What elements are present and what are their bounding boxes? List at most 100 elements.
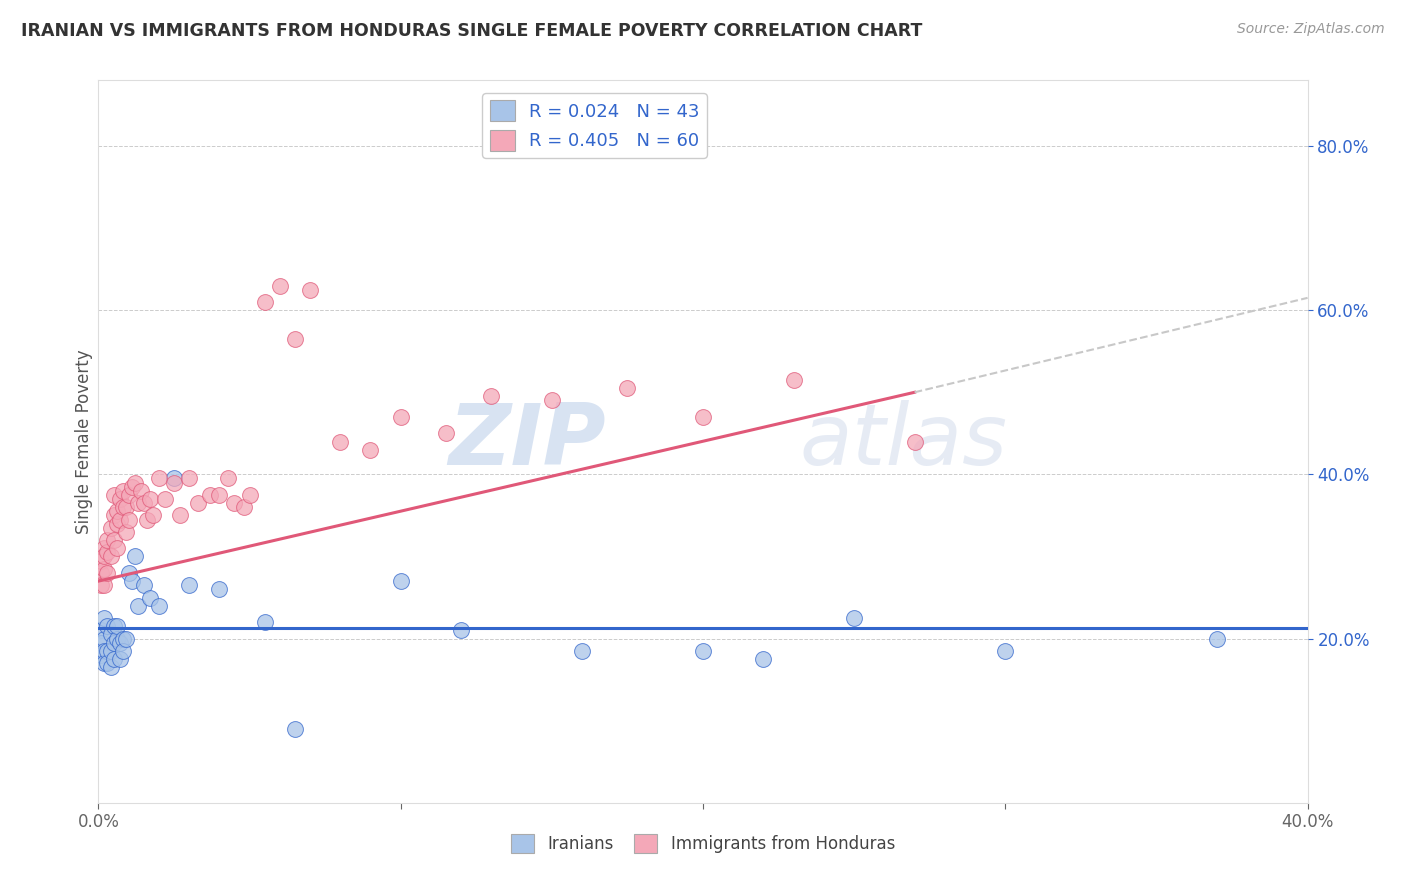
Point [121,480,143,494]
Point [105,516,128,531]
Point [389,574,412,588]
Point [90,636,112,650]
Point [96,533,118,547]
Point [139,491,162,506]
Text: IRANIAN VS IMMIGRANTS FROM HONDURAS SINGLE FEMALE POVERTY CORRELATION CHART: IRANIAN VS IMMIGRANTS FROM HONDURAS SING… [21,22,922,40]
Point [90,578,112,592]
Point [994,644,1017,658]
Point [96,644,118,658]
Point [90,648,112,662]
Y-axis label: Single Female Poverty: Single Female Poverty [75,350,93,533]
Point [329,434,352,449]
Point [118,488,141,502]
Point [208,582,231,597]
Point [118,566,141,580]
Point [105,619,128,633]
Point [108,636,131,650]
Point [114,632,136,646]
Point [844,611,866,625]
Point [90,624,112,638]
Point [217,471,239,485]
Point [100,660,122,674]
Point [127,496,149,510]
Point [121,574,143,588]
Point [253,615,276,630]
Point [179,578,201,592]
Point [169,508,191,523]
Point [904,434,927,449]
Point [103,636,125,650]
Point [96,545,118,559]
Point [148,599,170,613]
Point [253,295,276,310]
Point [127,599,149,613]
Point [129,483,152,498]
Point [103,619,125,633]
Point [200,488,222,502]
Point [179,471,201,485]
Point [132,496,155,510]
Point [692,644,714,658]
Point [105,504,128,518]
Point [100,627,122,641]
Point [124,475,146,490]
Point [284,722,307,736]
Point [111,500,134,515]
Point [163,475,186,490]
Point [108,512,131,526]
Point [616,381,638,395]
Point [93,562,115,576]
Point [93,632,115,646]
Point [96,619,118,633]
Point [93,644,115,658]
Point [481,389,503,403]
Point [90,566,112,580]
Point [103,533,125,547]
Point [100,644,122,658]
Text: Source: ZipAtlas.com: Source: ZipAtlas.com [1237,22,1385,37]
Point [103,508,125,523]
Point [118,512,141,526]
Point [103,652,125,666]
Point [108,652,131,666]
Point [389,409,412,424]
Point [153,491,176,506]
Point [148,471,170,485]
Point [111,644,134,658]
Point [108,491,131,506]
Point [105,632,128,646]
Point [269,278,291,293]
Point [132,578,155,592]
Point [208,488,231,502]
Point [100,549,122,564]
Point [692,409,714,424]
Point [163,471,186,485]
Point [360,442,382,457]
Point [114,524,136,539]
Point [142,508,165,523]
Point [135,512,157,526]
Text: atlas: atlas [800,400,1008,483]
Point [93,657,115,671]
Point [105,541,128,556]
Point [540,393,562,408]
Point [434,426,457,441]
Point [93,578,115,592]
Point [783,373,806,387]
Point [111,632,134,646]
Point [224,496,246,510]
Point [450,624,472,638]
Point [1206,632,1229,646]
Point [93,611,115,625]
Point [752,652,775,666]
Point [571,644,593,658]
Point [239,488,262,502]
Point [90,553,112,567]
Legend: Iranians, Immigrants from Honduras: Iranians, Immigrants from Honduras [505,827,901,860]
Point [103,488,125,502]
Point [111,483,134,498]
Point [187,496,209,510]
Point [93,549,115,564]
Text: ZIP: ZIP [449,400,606,483]
Point [124,549,146,564]
